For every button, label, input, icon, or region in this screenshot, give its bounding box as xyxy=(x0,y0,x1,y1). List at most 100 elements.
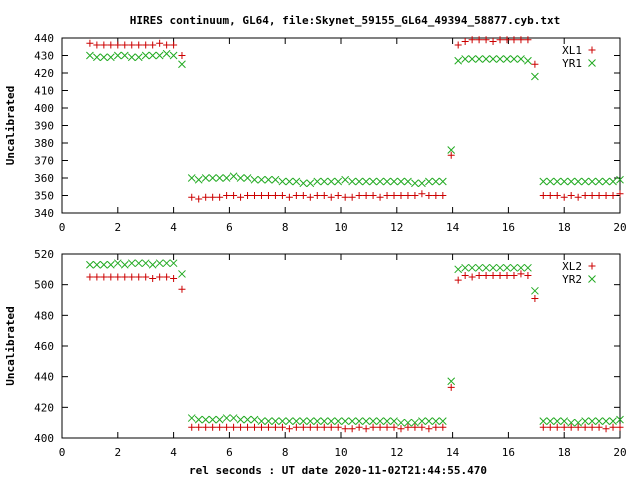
data-point-yr1 xyxy=(355,177,363,186)
data-point-yr2 xyxy=(141,259,150,268)
data-point-yr1 xyxy=(285,177,294,186)
data-point-yr2 xyxy=(517,263,525,272)
data-point-xl2 xyxy=(432,423,440,431)
data-point-xl1 xyxy=(257,192,265,199)
data-point-xl1 xyxy=(170,41,178,49)
data-point-xl2 xyxy=(390,423,398,431)
data-point-xl2 xyxy=(299,423,307,431)
top-y-tick-label: 420 xyxy=(34,67,54,80)
data-point-xl1 xyxy=(135,41,143,49)
data-point-xl1 xyxy=(216,193,224,201)
data-point-xl1 xyxy=(425,192,433,199)
top-legend-label-yr1: YR1 xyxy=(562,57,582,70)
data-point-yr2 xyxy=(264,417,273,425)
top-series-yr1 xyxy=(86,49,624,188)
data-point-xl1 xyxy=(517,36,525,44)
bottom-x-tick-label: 6 xyxy=(226,446,233,459)
data-point-yr2 xyxy=(155,259,164,268)
data-point-xl2 xyxy=(86,273,94,281)
data-point-yr2 xyxy=(334,417,343,425)
data-point-xl2 xyxy=(475,271,483,279)
data-point-yr1 xyxy=(432,177,440,186)
data-point-yr2 xyxy=(178,270,186,278)
data-point-xl2 xyxy=(156,273,164,281)
bottom-y-tick-label: 460 xyxy=(34,340,54,353)
data-point-xl2 xyxy=(574,423,582,431)
data-point-xl1 xyxy=(313,192,321,199)
data-point-xl1 xyxy=(482,36,490,44)
data-point-yr2 xyxy=(482,263,490,272)
data-point-yr1 xyxy=(503,55,511,63)
top-x-tick-label: 14 xyxy=(446,221,460,234)
data-point-yr1 xyxy=(341,175,350,184)
bottom-x-tick-label: 2 xyxy=(114,446,121,459)
data-point-yr1 xyxy=(306,179,315,188)
data-point-xl1 xyxy=(121,41,129,49)
data-point-yr1 xyxy=(447,146,456,154)
top-x-tick-label: 0 xyxy=(59,221,66,234)
data-point-xl1 xyxy=(306,193,314,201)
data-point-xl2 xyxy=(170,275,178,283)
top-plot-panel: 0 2 4 6 8 10 12 14 16 18 20 340 350 360 370 380 390 400 41… xyxy=(4,32,627,234)
data-point-xl2 xyxy=(418,423,426,431)
data-point-xl2 xyxy=(616,423,624,431)
data-point-xl1 xyxy=(285,193,293,201)
data-point-yr1 xyxy=(418,179,426,188)
data-point-xl1 xyxy=(546,192,554,199)
bottom-x-tick-label: 4 xyxy=(170,446,177,459)
data-point-yr1 xyxy=(369,177,377,186)
data-point-xl1 xyxy=(202,193,210,201)
data-point-xl1 xyxy=(503,36,511,44)
data-point-yr1 xyxy=(292,177,301,186)
data-point-xl2 xyxy=(397,425,405,433)
data-point-yr2 xyxy=(148,260,157,269)
data-point-yr2 xyxy=(313,417,322,425)
data-point-xl1 xyxy=(404,192,412,199)
data-point-yr1 xyxy=(546,177,555,186)
data-point-xl1 xyxy=(334,192,342,199)
data-point-yr1 xyxy=(609,177,617,186)
data-point-yr1 xyxy=(208,174,217,182)
data-point-xl1 xyxy=(149,41,157,49)
data-point-xl1 xyxy=(560,193,568,201)
top-x-tick-label: 6 xyxy=(226,221,233,234)
top-x-tick-label: 12 xyxy=(390,221,403,234)
data-point-yr2 xyxy=(127,259,136,268)
data-point-yr1 xyxy=(243,174,252,182)
data-point-yr1 xyxy=(404,177,412,186)
data-point-yr1 xyxy=(327,177,336,186)
top-x-tick-label: 4 xyxy=(170,221,177,234)
data-point-yr1 xyxy=(524,56,532,65)
data-point-xl1 xyxy=(128,41,136,49)
data-point-xl2 xyxy=(447,383,455,391)
data-point-yr2 xyxy=(496,263,504,272)
bottom-x-tick-label: 0 xyxy=(59,446,66,459)
data-point-yr1 xyxy=(510,55,518,63)
data-point-yr2 xyxy=(250,415,259,424)
data-point-yr2 xyxy=(588,417,596,425)
data-point-yr2 xyxy=(425,417,433,425)
data-point-yr1 xyxy=(581,177,589,186)
data-point-yr2 xyxy=(609,417,617,425)
bottom-legend-label-xl2: XL2 xyxy=(562,260,582,273)
data-point-xl2 xyxy=(195,423,203,431)
top-x-tick-label: 20 xyxy=(613,221,626,234)
data-point-xl2 xyxy=(100,273,108,281)
top-legend-label-xl1: XL1 xyxy=(562,44,582,57)
data-point-yr1 xyxy=(376,177,384,186)
data-point-xl2 xyxy=(454,276,462,284)
data-point-xl1 xyxy=(195,195,203,203)
data-point-yr2 xyxy=(432,417,440,425)
data-point-yr1 xyxy=(215,174,224,182)
top-y-tick-label: 390 xyxy=(34,120,54,133)
chart-title: HIRES continuum, GL64, file:Skynet_59155… xyxy=(130,14,560,27)
data-point-xl2 xyxy=(264,423,272,431)
data-point-yr2 xyxy=(376,417,384,425)
bottom-legend-label-yr2: YR2 xyxy=(562,273,582,286)
data-point-yr1 xyxy=(425,177,433,186)
data-point-yr1 xyxy=(390,177,398,186)
data-point-yr2 xyxy=(503,263,511,272)
data-point-yr2 xyxy=(447,377,456,386)
data-point-xl2 xyxy=(539,423,547,431)
data-point-yr2 xyxy=(404,418,412,427)
